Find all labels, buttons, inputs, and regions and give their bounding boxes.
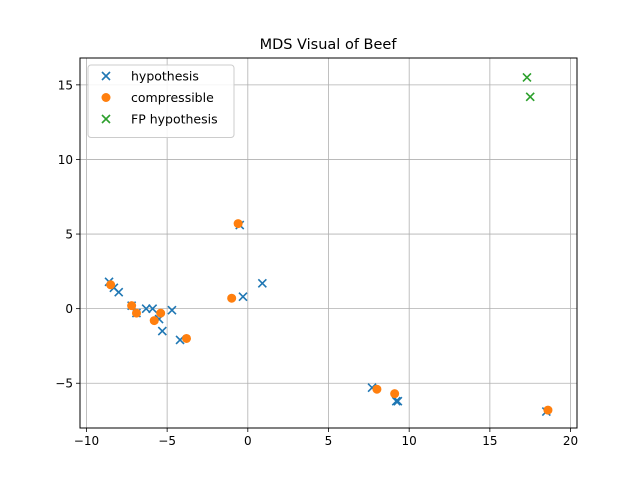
data-point-x xyxy=(393,396,403,406)
data-point-x xyxy=(257,278,267,288)
data-point-circle xyxy=(227,293,237,303)
data-point-x-stroke xyxy=(522,72,532,82)
data-point-x xyxy=(157,326,167,336)
data-point-x-stroke xyxy=(393,396,403,406)
y-tick-label: 5 xyxy=(65,228,73,242)
data-marks xyxy=(104,72,553,417)
legend-marker xyxy=(101,93,111,102)
y-tick-label: −5 xyxy=(55,377,73,391)
legend-marker-stroke xyxy=(101,71,111,81)
data-point-circle xyxy=(131,308,141,318)
data-point-x-stroke xyxy=(525,92,535,102)
legend: hypothesis compressible FP hypothesis xyxy=(87,64,235,138)
data-point-x xyxy=(167,305,177,315)
grid-lines xyxy=(80,58,577,428)
x-tick-label: 20 xyxy=(563,434,578,448)
data-point-x-stroke xyxy=(157,326,167,336)
x-tick-label: 10 xyxy=(402,434,417,448)
data-point-x-stroke xyxy=(257,278,267,288)
data-point-x xyxy=(238,292,248,302)
data-point-circle xyxy=(372,384,382,394)
data-point-x-stroke xyxy=(148,304,158,314)
axis-ticks: −10 −5 0 5 10 15 20 −5 0 5 10 15 xyxy=(55,78,578,448)
data-point-x-stroke xyxy=(367,383,377,393)
data-point-circle xyxy=(106,280,116,290)
data-point-circle xyxy=(233,219,243,229)
data-point-x xyxy=(525,92,535,102)
legend-label: hypothesis xyxy=(131,69,199,84)
x-tick-label: −5 xyxy=(158,434,176,448)
legend-marker xyxy=(101,114,111,124)
legend-label: FP hypothesis xyxy=(131,112,218,127)
data-point-x-stroke xyxy=(391,396,401,406)
x-tick-label: −10 xyxy=(74,434,99,448)
y-tick-label: 0 xyxy=(65,302,73,316)
legend-marker xyxy=(101,71,111,81)
x-tick-label: 15 xyxy=(482,434,497,448)
chart-title: MDS Visual of Beef xyxy=(260,37,398,53)
data-point-circle xyxy=(127,301,137,311)
series-compressible xyxy=(106,219,553,415)
data-point-circle xyxy=(149,316,159,326)
data-point-x-stroke xyxy=(114,287,124,297)
data-point-circle xyxy=(543,405,553,415)
series-fp-hypothesis xyxy=(522,72,535,102)
legend-marker-stroke xyxy=(101,114,111,124)
legend-box xyxy=(87,64,235,138)
data-point-circle xyxy=(390,389,400,399)
data-point-x-stroke xyxy=(167,305,177,315)
legend-label: compressible xyxy=(131,90,214,105)
data-point-x xyxy=(148,304,158,314)
data-point-x-stroke xyxy=(238,292,248,302)
x-tick-label: 0 xyxy=(244,434,252,448)
data-point-circle xyxy=(182,333,191,343)
data-point-x xyxy=(522,72,532,82)
data-point-circle xyxy=(156,308,166,318)
y-tick-label: 15 xyxy=(58,78,73,92)
data-point-x xyxy=(391,396,401,406)
y-tick-label: 10 xyxy=(58,153,73,167)
x-tick-label: 5 xyxy=(325,434,333,448)
data-point-x xyxy=(114,287,124,297)
